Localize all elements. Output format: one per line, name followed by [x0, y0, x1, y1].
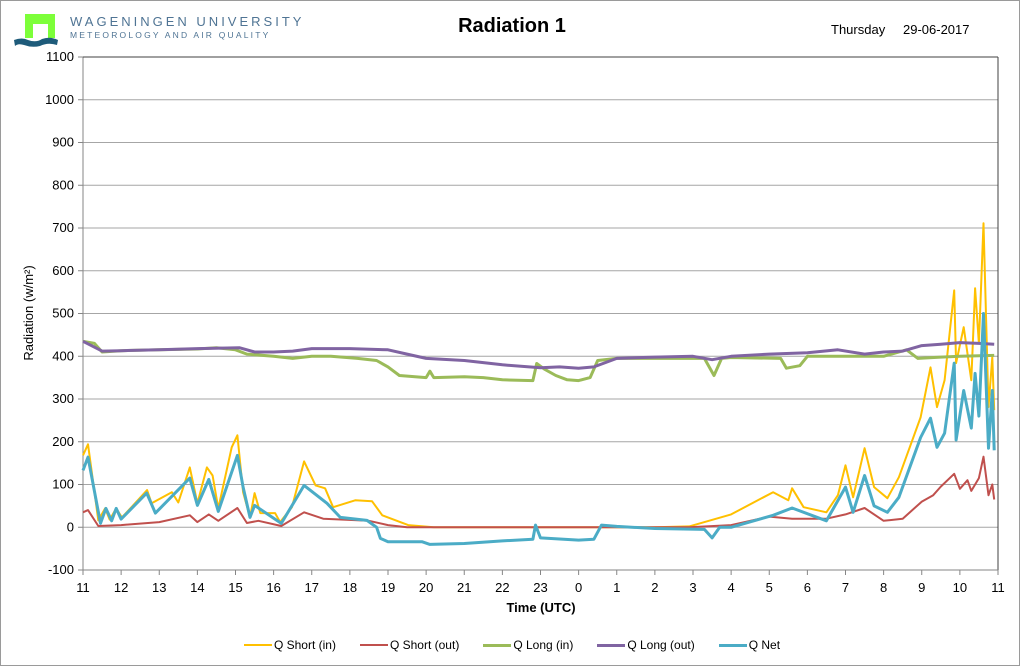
x-tick-label: 0 — [575, 580, 582, 595]
x-tick-label: 12 — [114, 580, 128, 595]
x-tick-label: 19 — [381, 580, 395, 595]
y-tick-label: 1100 — [46, 49, 74, 64]
x-tick-label: 11 — [76, 580, 90, 595]
x-tick-label: 6 — [804, 580, 811, 595]
x-tick-label: 13 — [152, 580, 166, 595]
legend-item-q-short-in: Q Short (in) — [243, 638, 336, 652]
series-line-q-short-out — [82, 455, 996, 529]
y-tick-label: 700 — [52, 220, 74, 235]
legend-label: Q Long (in) — [513, 638, 574, 652]
x-tick-label: 15 — [228, 580, 242, 595]
y-tick-label: -100 — [48, 562, 74, 577]
x-tick-label: 3 — [689, 580, 696, 595]
y-tick-label: 0 — [67, 519, 74, 534]
x-tick-label: 18 — [343, 580, 357, 595]
x-tick-label: 17 — [305, 580, 319, 595]
x-tick-label: 1 — [613, 580, 620, 595]
series-line-q-net — [81, 312, 996, 546]
legend-label: Q Short (in) — [273, 638, 336, 652]
y-tick-label: 400 — [52, 348, 74, 363]
legend-item-q-short-out: Q Short (out) — [359, 638, 460, 652]
legend: Q Short (in) Q Short (out) Q Long (in) Q Lo… — [0, 638, 1024, 652]
y-tick-label: 200 — [52, 434, 74, 449]
chart-title: Radiation 1 — [458, 15, 566, 37]
university-logo — [14, 14, 58, 47]
x-tick-label: 2 — [651, 580, 658, 595]
series-line-q-short-in — [82, 222, 996, 529]
y-tick-label: 900 — [52, 135, 74, 150]
x-tick-label: 20 — [419, 580, 433, 595]
legend-label: Q Net — [748, 638, 781, 652]
y-tick-label: 300 — [52, 391, 74, 406]
legend-item-q-long-in: Q Long (in) — [483, 638, 573, 652]
y-tick-label: 600 — [52, 263, 74, 278]
x-tick-label: 7 — [842, 580, 849, 595]
legend-swatch — [718, 643, 747, 647]
x-tick-label: 8 — [880, 580, 887, 595]
x-tick-label: 4 — [728, 580, 735, 595]
weekday: Thursday — [831, 22, 886, 37]
legend-swatch — [597, 643, 626, 647]
y-tick-label: 800 — [52, 177, 74, 192]
x-tick-label: 10 — [953, 580, 967, 595]
legend-item-q-long-out: Q Long (out) — [597, 638, 695, 652]
series-line-q-long-out — [82, 339, 995, 370]
x-tick-label: 14 — [190, 580, 204, 595]
x-tick-label: 21 — [457, 580, 471, 595]
series-line-q-long-in — [82, 339, 995, 383]
y-axis-title: Radiation (w/m²) — [21, 265, 36, 360]
y-tick-label: 1000 — [45, 92, 74, 107]
legend-item-q-net: Q Net — [718, 638, 781, 652]
legend-swatch — [243, 644, 272, 646]
x-tick-label: 16 — [266, 580, 280, 595]
x-tick-label: 23 — [533, 580, 547, 595]
department-name: METEOROLOGY AND AIR QUALITY — [70, 30, 271, 40]
y-tick-label: 100 — [52, 477, 74, 492]
legend-swatch — [483, 643, 512, 647]
x-tick-label: 11 — [991, 580, 1005, 595]
x-tick-label: 9 — [918, 580, 925, 595]
legend-swatch — [359, 644, 388, 646]
date: 29-06-2017 — [903, 22, 970, 37]
y-tick-label: 500 — [52, 306, 74, 321]
x-tick-label: 5 — [766, 580, 773, 595]
x-tick-label: 22 — [495, 580, 509, 595]
x-axis-title: Time (UTC) — [506, 600, 575, 615]
university-name: WAGENINGEN UNIVERSITY — [70, 14, 305, 29]
legend-label: Q Short (out) — [389, 638, 460, 652]
legend-label: Q Long (out) — [627, 638, 695, 652]
